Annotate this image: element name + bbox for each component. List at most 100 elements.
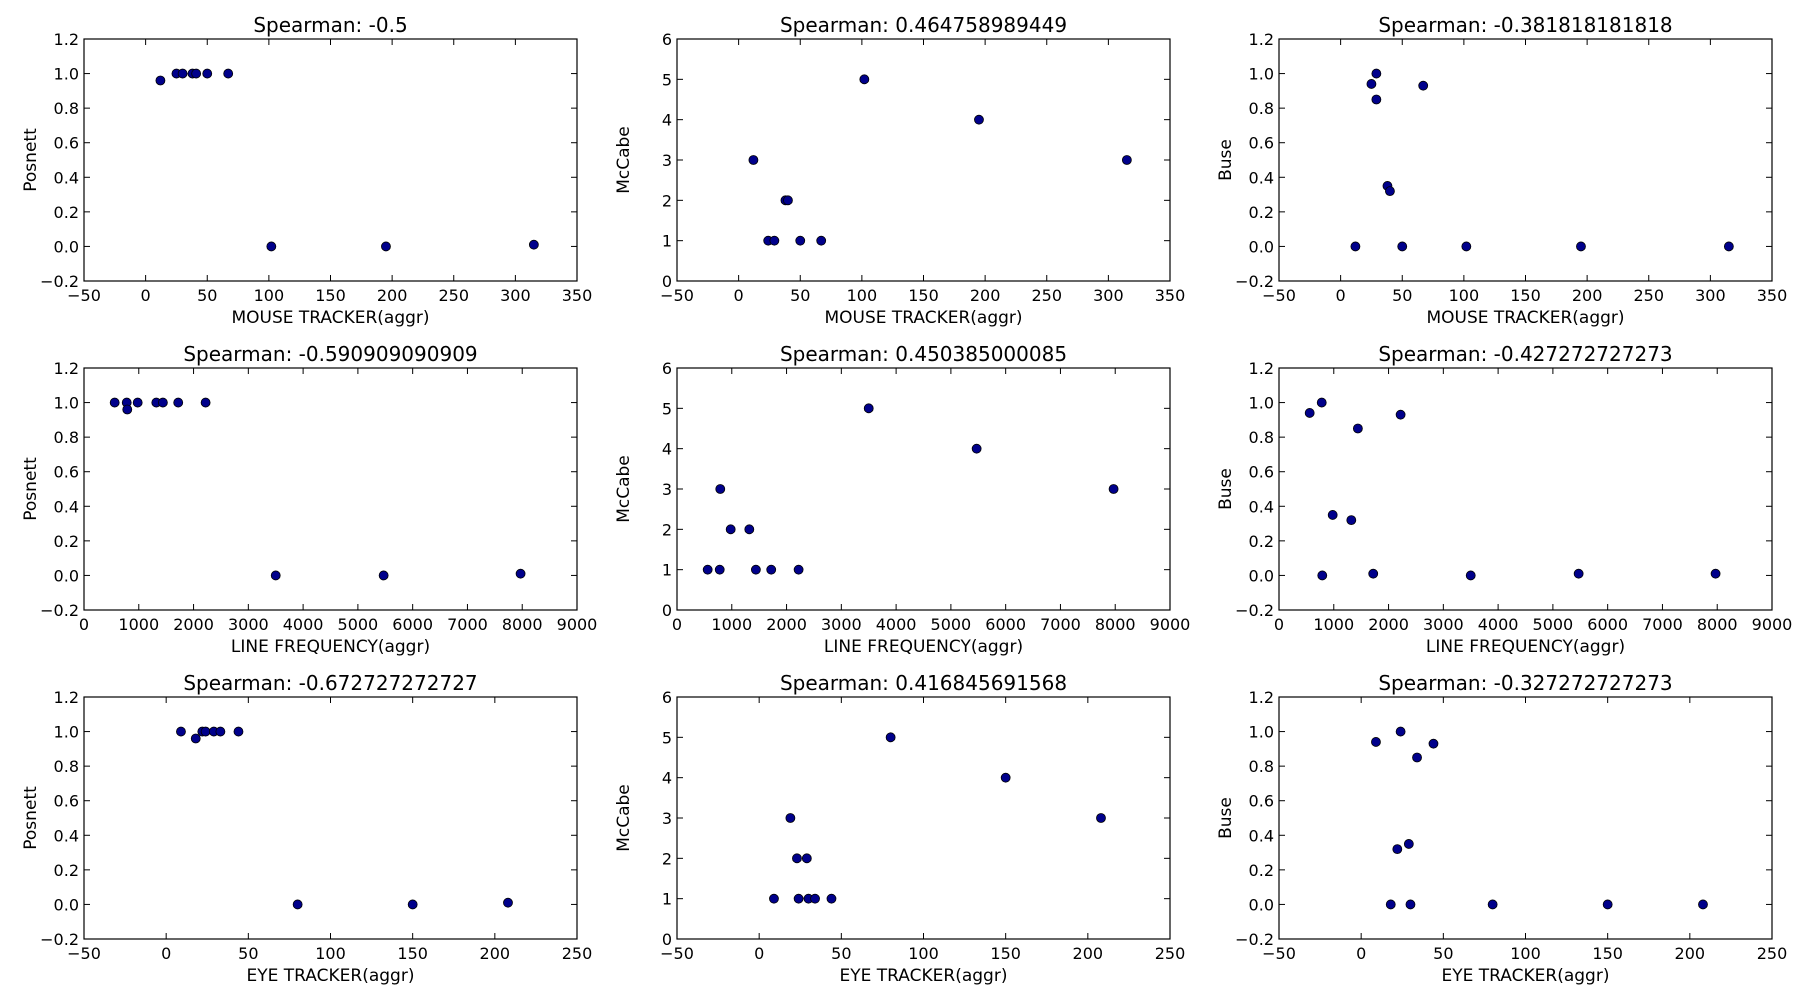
x-tick-label: 3000 — [1423, 615, 1464, 634]
data-point — [1371, 68, 1382, 79]
data-point — [1602, 899, 1613, 910]
x-tick-label: 6000 — [392, 615, 433, 634]
y-tick-label: 0.6 — [54, 134, 79, 153]
x-tick-label: 150 — [315, 286, 346, 305]
data-point — [744, 524, 755, 535]
y-tick-label: 0.4 — [54, 826, 79, 845]
x-tick-label: 0 — [672, 615, 682, 634]
y-tick-label: 3 — [662, 151, 672, 170]
data-point — [826, 893, 837, 904]
y-tick-label: 2 — [662, 849, 672, 868]
x-tick-label: 8000 — [1095, 615, 1136, 634]
data-point — [1346, 515, 1357, 526]
data-point — [200, 397, 211, 408]
x-tick-label: 0 — [141, 286, 151, 305]
x-tick-label: 7000 — [1642, 615, 1683, 634]
y-tick-label: 0.4 — [1249, 497, 1274, 516]
x-tick-label: 100 — [847, 286, 878, 305]
y-axis-label: Posnett — [21, 128, 41, 192]
x-tick-label: 0 — [754, 944, 764, 963]
x-tick-label: 50 — [238, 944, 258, 963]
y-tick-label: 0.8 — [1249, 428, 1274, 447]
x-tick-label: 50 — [1392, 286, 1412, 305]
chart-title: Spearman: -0.381818181818 — [1378, 13, 1672, 37]
data-point — [173, 397, 184, 408]
data-point — [816, 235, 827, 246]
y-tick-label: 0.2 — [54, 203, 79, 222]
data-point — [157, 397, 168, 408]
x-tick-label: 4000 — [1478, 615, 1519, 634]
x-axis-label: LINE FREQUENCY(aggr) — [231, 637, 430, 657]
x-tick-label: 100 — [315, 944, 346, 963]
y-tick-label: 0.6 — [1249, 792, 1274, 811]
y-tick-label: 0.0 — [54, 895, 79, 914]
x-tick-label: 50 — [790, 286, 810, 305]
y-tick-label: 1.2 — [54, 359, 79, 378]
data-point — [1350, 241, 1361, 252]
subplot-5: 0 1000 2000 3000 4000 5000 6000 7000 8000 9000 0 1 2… — [614, 342, 1190, 657]
data-point — [795, 235, 806, 246]
y-tick-label: 1.0 — [54, 723, 79, 742]
y-tick-label: 1.0 — [54, 65, 79, 84]
chart-title: Spearman: -0.590909090909 — [183, 342, 477, 366]
x-tick-label: 200 — [377, 286, 408, 305]
y-tick-label: 0.6 — [54, 792, 79, 811]
y-tick-label: 0.8 — [1249, 99, 1274, 118]
y-tick-label: 3 — [662, 480, 672, 499]
x-axis-label: MOUSE TRACKER(aggr) — [824, 308, 1022, 328]
data-point — [1371, 94, 1382, 105]
y-tick-label: 0.6 — [1249, 463, 1274, 482]
x-tick-label: 1000 — [1313, 615, 1354, 634]
plot-frame — [676, 696, 1171, 940]
data-point — [750, 564, 761, 575]
x-tick-label: 5000 — [1533, 615, 1574, 634]
y-tick-label: 2 — [662, 520, 672, 539]
data-point — [748, 155, 759, 165]
x-tick-label: 200 — [1073, 944, 1104, 963]
subplot-1: −50 0 50 100 150 200 250 300 350 −0.2 0.0 0.2 0.4 0.6… — [21, 13, 592, 328]
plot-frame — [676, 367, 1171, 611]
data-point — [1304, 408, 1315, 418]
data-point — [785, 813, 796, 823]
plot-frame — [83, 38, 578, 282]
y-tick-label: −0.2 — [40, 601, 79, 620]
x-tick-label: 7000 — [1040, 615, 1081, 634]
x-tick-label: 4000 — [283, 615, 324, 634]
y-tick-label: 0.8 — [1249, 757, 1274, 776]
y-axis-label: McCabe — [614, 455, 634, 523]
x-tick-label: 150 — [397, 944, 428, 963]
data-point — [783, 195, 793, 206]
y-tick-label: 0.4 — [54, 168, 79, 187]
data-point — [202, 68, 213, 79]
data-point — [215, 726, 226, 737]
x-tick-label: 7000 — [447, 615, 488, 634]
x-tick-label: 50 — [1433, 944, 1453, 963]
data-point — [223, 68, 234, 79]
y-tick-label: 0 — [662, 601, 672, 620]
x-tick-label: 2000 — [173, 615, 214, 634]
data-point — [1710, 568, 1721, 579]
data-point — [859, 74, 870, 85]
data-point — [191, 68, 202, 79]
x-tick-label: 250 — [1633, 286, 1664, 305]
x-tick-label: 150 — [1510, 286, 1541, 305]
x-tick-label: 9000 — [1150, 615, 1191, 634]
data-point — [1121, 155, 1132, 165]
y-tick-label: 5 — [662, 70, 672, 89]
data-point — [1327, 510, 1338, 520]
x-tick-label: 0 — [161, 944, 171, 963]
x-tick-label: 5000 — [338, 615, 379, 634]
data-point — [1371, 737, 1381, 747]
y-tick-label: 0.4 — [1249, 168, 1274, 187]
y-axis-label: Posnett — [21, 457, 41, 521]
data-point — [971, 443, 982, 454]
data-point — [1403, 839, 1414, 849]
x-tick-label: 350 — [562, 286, 593, 305]
data-point — [1385, 186, 1395, 197]
data-point — [407, 899, 418, 910]
x-tick-label: 200 — [1675, 944, 1706, 963]
y-tick-label: 0.0 — [54, 566, 79, 585]
y-tick-label: 5 — [662, 399, 672, 418]
data-point — [715, 484, 726, 494]
